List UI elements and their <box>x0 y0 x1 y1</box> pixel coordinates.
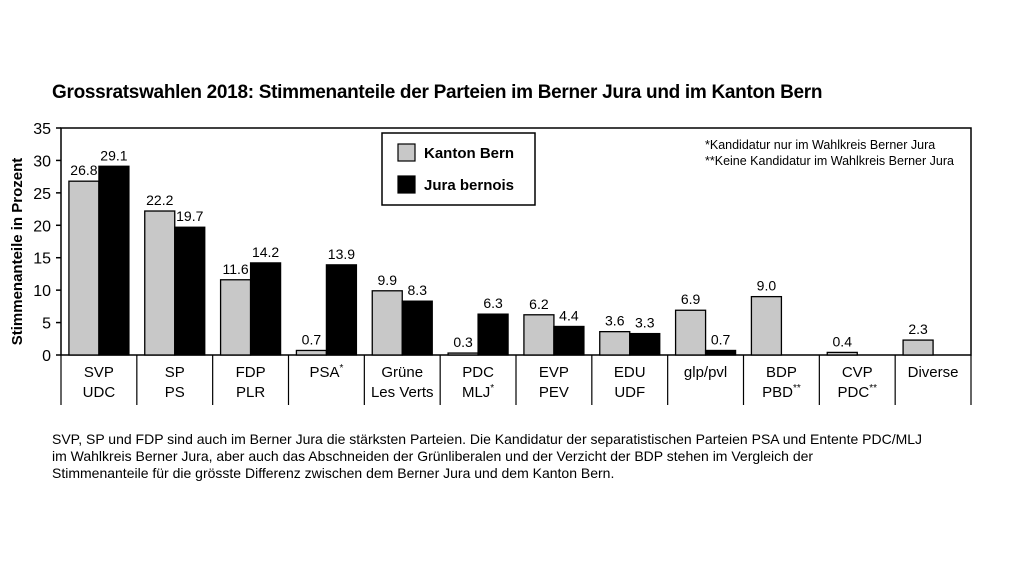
caption-line: im Wahlkreis Berner Jura, aber auch das … <box>52 448 814 464</box>
category-label: Grüne <box>381 364 423 381</box>
bar-kanton-bern <box>674 309 707 356</box>
value-label-kanton-bern: 22.2 <box>146 192 173 208</box>
value-label-kanton-bern: 0.3 <box>453 334 473 350</box>
chart-axes: 0 5 10 15 20 25 30 35 Stimmenanteile in Prozent <box>9 121 972 405</box>
value-label-jura-bernois: 0.7 <box>711 331 731 347</box>
legend-swatch <box>397 143 416 162</box>
value-label-jura-bernois: 6.3 <box>483 295 503 311</box>
category-label: UDF <box>614 384 645 401</box>
value-label-kanton-bern: 3.6 <box>605 313 625 329</box>
category-label: UDC <box>83 384 116 401</box>
bar-jura-bernois <box>249 262 282 356</box>
legend-swatch <box>397 175 416 194</box>
value-label-kanton-bern: 26.8 <box>70 162 97 178</box>
legend-label: Jura bernois <box>424 177 514 194</box>
bar-jura-bernois <box>704 349 737 356</box>
value-label-kanton-bern: 6.9 <box>681 291 701 307</box>
category-label: PSA* <box>309 363 343 381</box>
value-label-jura-bernois: 3.3 <box>635 315 655 331</box>
value-label-kanton-bern: 0.7 <box>302 331 322 347</box>
category-label: BDP <box>766 364 797 381</box>
y-tick-label: 5 <box>42 316 51 333</box>
y-tick-label: 35 <box>33 121 51 138</box>
value-label-kanton-bern: 6.2 <box>529 296 549 312</box>
caption-line: Stimmenanteile für die grösste Differenz… <box>52 465 615 481</box>
category-label-footnote-mark: ** <box>793 383 801 394</box>
bar-kanton-bern <box>447 352 479 356</box>
y-tick-label: 10 <box>33 283 51 300</box>
chart-footnotes: *Kandidatur nur im Wahlkreis Berner Jura… <box>705 138 954 168</box>
category-label: PDC** <box>838 383 878 401</box>
y-tick-label: 20 <box>33 218 51 235</box>
value-label-jura-bernois: 8.3 <box>408 282 428 298</box>
value-label-jura-bernois: 13.9 <box>328 246 355 262</box>
category-label: Les Verts <box>371 384 434 401</box>
chart-caption: SVP, SP und FDP sind auch im Berner Jura… <box>52 431 992 482</box>
bar-jura-bernois <box>98 165 130 356</box>
value-label-kanton-bern: 11.6 <box>222 261 248 277</box>
value-label-kanton-bern: 9.9 <box>378 272 398 288</box>
footnote: *Kandidatur nur im Wahlkreis Berner Jura <box>705 138 935 152</box>
category-label: EDU <box>614 364 646 381</box>
category-label-footnote-mark: * <box>490 383 494 394</box>
category-label: SVP <box>84 364 114 381</box>
y-tick-label: 0 <box>42 348 51 365</box>
chart-legend: Kanton Bern Jura bernois <box>381 132 536 206</box>
bar-jura-bernois <box>477 313 509 356</box>
bar-kanton-bern <box>902 339 934 356</box>
caption-line: SVP, SP und FDP sind auch im Berner Jura… <box>52 431 923 447</box>
category-label-footnote-mark: ** <box>869 383 877 394</box>
value-label-kanton-bern: 0.4 <box>833 333 853 349</box>
value-label-kanton-bern: 9.0 <box>757 278 777 294</box>
bar-kanton-bern <box>371 290 403 356</box>
category-label: CVP <box>842 364 873 381</box>
y-axis-label: Stimmenanteile in Prozent <box>9 158 26 346</box>
value-label-jura-bernois: 14.2 <box>252 244 279 260</box>
bar-kanton-bern <box>295 349 328 356</box>
category-label: PDC <box>462 364 494 381</box>
footnote: **Keine Kandidatur im Wahlkreis Berner J… <box>705 154 954 168</box>
bar-kanton-bern <box>523 314 555 356</box>
legend-label: Kanton Bern <box>424 145 514 162</box>
category-label: PBD** <box>762 383 801 401</box>
y-tick-label: 15 <box>33 251 51 268</box>
chart-category-labels: SVP UDC SP PS FDP PLR PSA* Grüne Les Verts PDC MLJ… <box>83 363 959 401</box>
value-label-jura-bernois: 4.4 <box>559 307 579 323</box>
category-label: EVP <box>539 364 569 381</box>
bar-kanton-bern <box>750 295 783 356</box>
bar-kanton-bern <box>826 351 858 356</box>
bar-kanton-bern <box>144 210 176 356</box>
y-tick-label: 25 <box>33 186 51 203</box>
bar-kanton-bern <box>599 331 631 356</box>
bar-jura-bernois <box>553 325 585 356</box>
bar-jura-bernois <box>174 226 206 356</box>
bar-jura-bernois <box>325 264 358 356</box>
category-label: glp/pvl <box>684 364 727 381</box>
chart-value-labels: 26.829.1 22.219.7 11.614.2 0.7 13.9 9.9 8.3 0.3… <box>70 147 928 350</box>
y-tick-label: 30 <box>33 153 51 170</box>
category-label: PLR <box>236 384 265 401</box>
bar-kanton-bern <box>68 180 100 356</box>
category-label: PS <box>165 384 185 401</box>
category-label: MLJ* <box>462 383 494 401</box>
bar-jura-bernois <box>629 332 661 356</box>
value-label-jura-bernois: 29.1 <box>100 147 127 163</box>
category-label-footnote-mark: * <box>339 363 343 374</box>
value-label-jura-bernois: 19.7 <box>176 208 203 224</box>
category-label: FDP <box>236 364 266 381</box>
chart-bars <box>68 165 934 356</box>
category-label: PEV <box>539 384 569 401</box>
bar-kanton-bern <box>219 279 252 356</box>
category-label: Diverse <box>908 364 959 381</box>
category-label: SP <box>165 364 185 381</box>
bar-jura-bernois <box>401 300 433 356</box>
chart-title: Grossratswahlen 2018: Stimmenanteile der… <box>52 82 823 103</box>
value-label-kanton-bern: 2.3 <box>908 321 928 337</box>
